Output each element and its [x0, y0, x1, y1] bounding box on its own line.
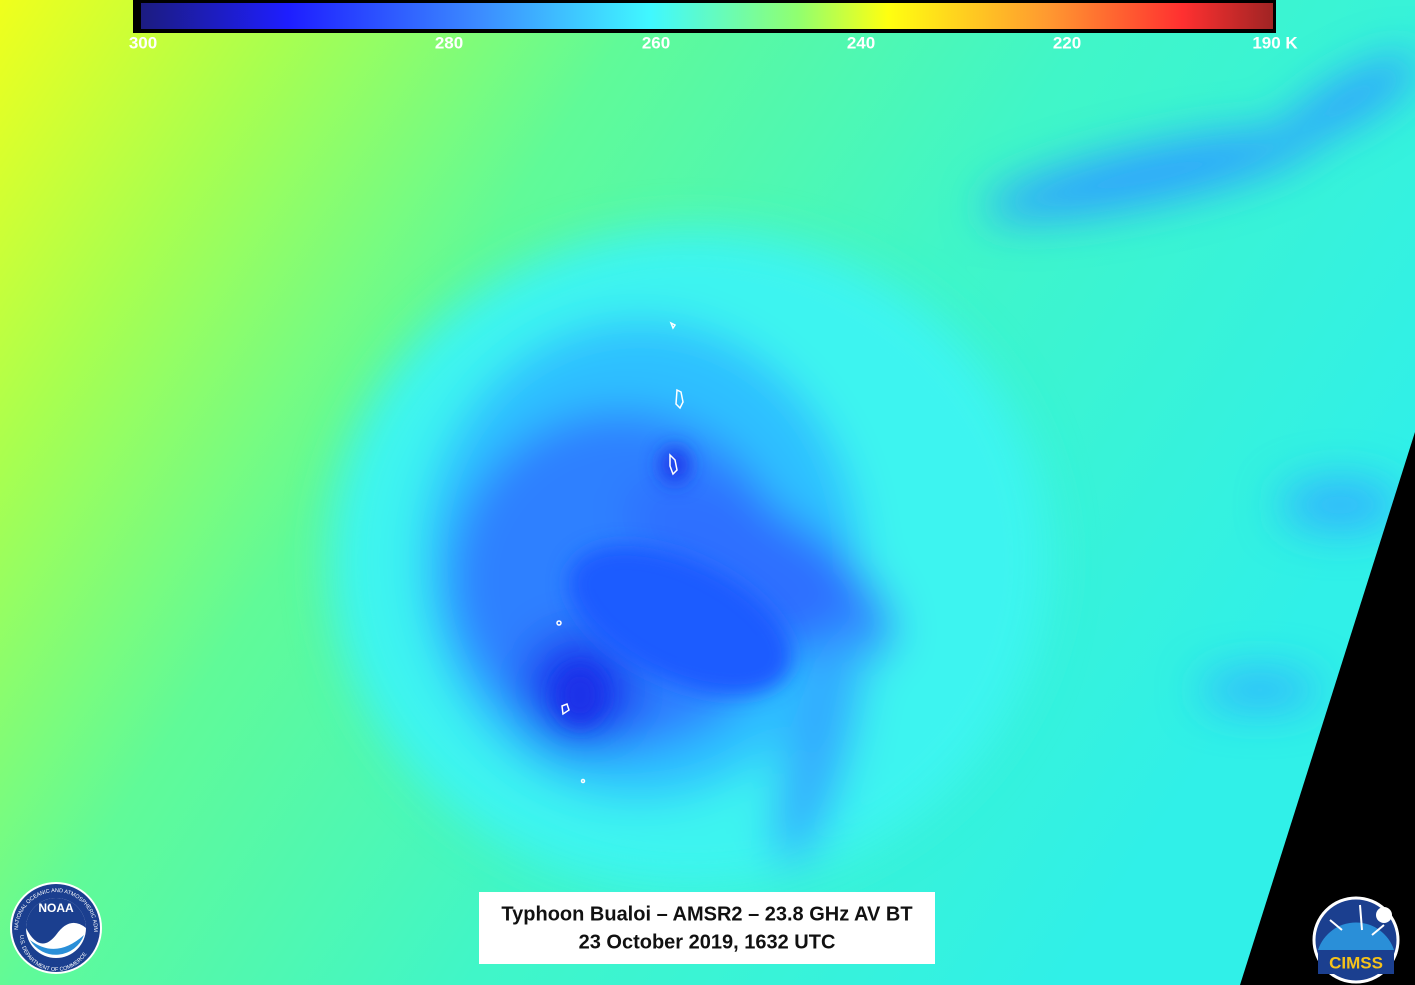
colorbar-label: 280	[435, 33, 463, 52]
cimss-text: CIMSS	[1329, 953, 1383, 972]
no-data-region	[1240, 432, 1415, 985]
cimss-logo: CIMSS	[1312, 896, 1400, 984]
colorbar-label: 220	[1053, 33, 1081, 52]
colorbar-label: 300	[129, 33, 157, 52]
colorbar-label: 240	[847, 33, 875, 52]
caption-title: Typhoon Bualoi – AMSR2 – 23.8 GHz AV BT	[501, 903, 912, 925]
caption-date: 23 October 2019, 1632 UTC	[579, 931, 836, 953]
storm-core	[555, 447, 792, 725]
caption-box	[479, 892, 935, 964]
colorbar-label: 190 K	[1252, 33, 1298, 52]
noaa-text: NOAA	[38, 901, 74, 915]
colorbar	[141, 3, 1273, 29]
island-outlines	[556, 321, 684, 784]
colorbar-label: 260	[642, 33, 670, 52]
